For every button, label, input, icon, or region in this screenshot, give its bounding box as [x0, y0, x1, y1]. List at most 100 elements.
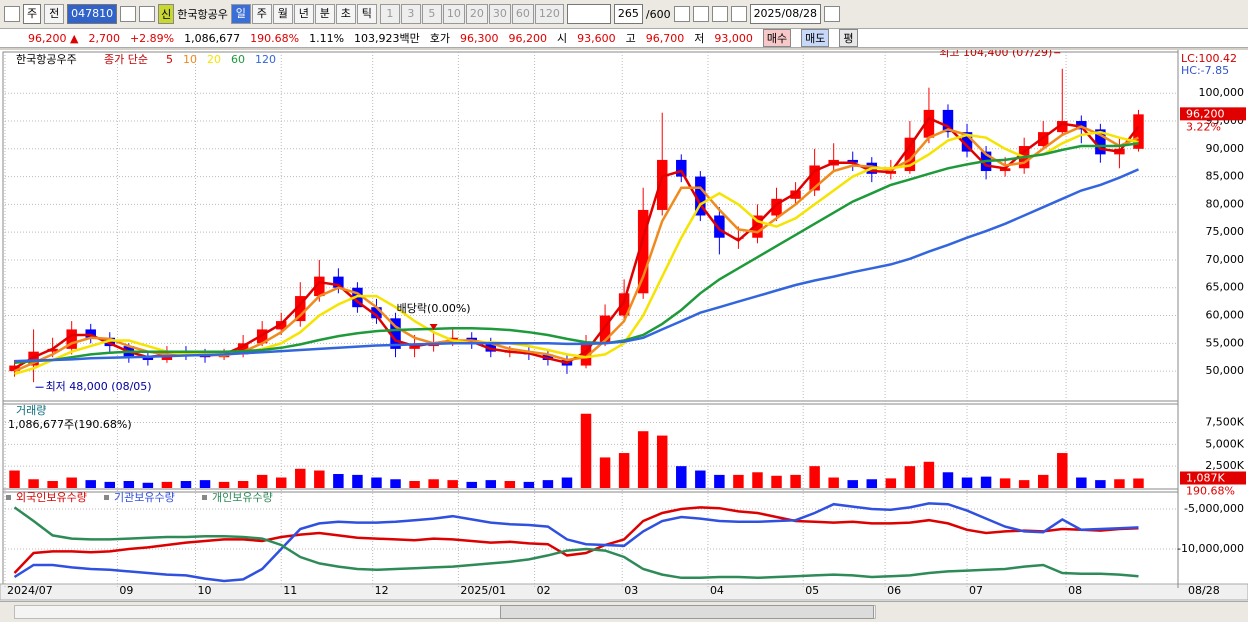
- x-tick-label: 10: [198, 584, 212, 597]
- volume-bar: [1076, 477, 1087, 488]
- volume-bar: [123, 481, 135, 488]
- candle-body: [961, 132, 973, 152]
- volume-bar: [485, 480, 497, 488]
- volume-bar: [1095, 480, 1106, 488]
- count-input[interactable]: 265: [613, 4, 643, 24]
- volume-bar: [161, 481, 173, 488]
- y-tick-label: 65,000: [1206, 281, 1245, 294]
- volume-bar: [599, 457, 611, 488]
- candle-body: [85, 329, 96, 338]
- candle-body: [1095, 129, 1106, 155]
- last-date: 08/28: [1188, 584, 1220, 597]
- period-button[interactable]: 틱: [356, 4, 377, 24]
- interval-button[interactable]: 20: [465, 4, 488, 24]
- date-input[interactable]: 2025/08/28: [749, 4, 821, 24]
- window-icon[interactable]: [4, 6, 20, 22]
- x-tick-label: 07: [969, 584, 983, 597]
- settings-icon[interactable]: [730, 6, 747, 22]
- buy-button[interactable]: 매수: [762, 29, 792, 47]
- volume-bar: [847, 480, 858, 488]
- x-tick-label: 09: [119, 584, 133, 597]
- amount: 103,923백만: [354, 32, 420, 45]
- candle-body: [333, 276, 344, 288]
- candle-body: [695, 176, 706, 216]
- candle-body: [314, 276, 325, 297]
- sound-icon[interactable]: [139, 6, 156, 22]
- search-icon[interactable]: [120, 6, 137, 22]
- interval-button[interactable]: 5: [421, 4, 442, 24]
- volume-bar: [314, 470, 325, 488]
- x-tick-label: 08: [1068, 584, 1082, 597]
- volume-bar: [733, 474, 744, 488]
- sell-button[interactable]: 매도: [801, 29, 830, 47]
- volume-bar: [1057, 453, 1068, 488]
- period-button[interactable]: 년: [293, 4, 314, 24]
- tool-icon[interactable]: [692, 6, 709, 22]
- chart: 2024/07 09 10 11 12 2025/01 02 03 04 05 06 07 08 08/2…: [0, 50, 1248, 601]
- candle-body: [66, 329, 77, 349]
- period-button[interactable]: 일: [230, 4, 251, 24]
- interval-select[interactable]: [566, 4, 611, 24]
- candle-body: [1076, 121, 1087, 130]
- dividend-marker: [429, 324, 438, 330]
- period-button[interactable]: 주: [251, 4, 272, 24]
- holding-line: [13, 506, 1139, 574]
- legend-item: 120: [255, 53, 276, 66]
- volume-bar: [504, 481, 516, 488]
- interval-button[interactable]: 120: [534, 4, 564, 24]
- volume-bar: [656, 435, 668, 488]
- low: 93,000: [714, 31, 753, 45]
- quote-label: 호가: [429, 32, 451, 45]
- x-tick-label: 11: [283, 584, 297, 597]
- volume-bar: [923, 461, 935, 488]
- hc-label: HC:-7.85: [1181, 64, 1229, 77]
- volume-bar: [580, 413, 592, 488]
- volume-bar: [390, 479, 401, 488]
- volume-bar: [523, 481, 535, 488]
- save-icon[interactable]: [711, 6, 728, 22]
- scroll-thumb[interactable]: [500, 605, 874, 619]
- market-select[interactable]: 주: [23, 4, 42, 24]
- volume-bar: [47, 481, 58, 488]
- period-button[interactable]: 월: [272, 4, 293, 24]
- volume-bar: [295, 468, 306, 488]
- period-button[interactable]: 초: [335, 4, 356, 24]
- max-count: /600: [645, 7, 671, 21]
- x-tick-label: 05: [805, 584, 819, 597]
- volume-bar: [1037, 474, 1049, 488]
- y-tick-label: 55,000: [1206, 336, 1245, 349]
- y-tick-label: 50,000: [1206, 364, 1245, 377]
- code-input[interactable]: 047810: [67, 4, 118, 24]
- interval-button[interactable]: 10: [442, 4, 465, 24]
- candle-body: [599, 315, 611, 344]
- interval-button[interactable]: 30: [488, 4, 511, 24]
- legend-item: 개인보유수량: [212, 491, 273, 504]
- interval-button[interactable]: 1: [379, 4, 400, 24]
- volume-bar: [714, 474, 725, 488]
- period-button[interactable]: 분: [314, 4, 335, 24]
- legend-item: 10: [183, 53, 197, 66]
- volume-bar: [637, 431, 649, 488]
- volume-bar: [409, 481, 420, 488]
- tool-icon[interactable]: [673, 6, 690, 22]
- legend-swatch: [104, 495, 109, 500]
- interval-button[interactable]: 60: [511, 4, 534, 24]
- y-tick-label: 90,000: [1206, 142, 1245, 155]
- volume-bar: [1018, 480, 1030, 488]
- moving-average: [14, 168, 1139, 363]
- dividend-annotation: 배당락(0.00%): [397, 302, 471, 315]
- calendar-icon[interactable]: [823, 6, 840, 22]
- volume-tag-label: 1,087K: [1186, 472, 1225, 485]
- x-tick-label: 2025/01: [460, 584, 506, 597]
- interval-button[interactable]: 3: [400, 4, 421, 24]
- candle-body: [714, 215, 725, 238]
- eval-button[interactable]: 평: [839, 29, 858, 47]
- volume-bar: [809, 466, 820, 488]
- compare-button[interactable]: 전: [44, 4, 65, 24]
- volume-bar: [237, 481, 249, 488]
- change-sign: ▲: [70, 31, 79, 45]
- legend-item: 60: [231, 53, 245, 66]
- volume-bar: [180, 481, 192, 488]
